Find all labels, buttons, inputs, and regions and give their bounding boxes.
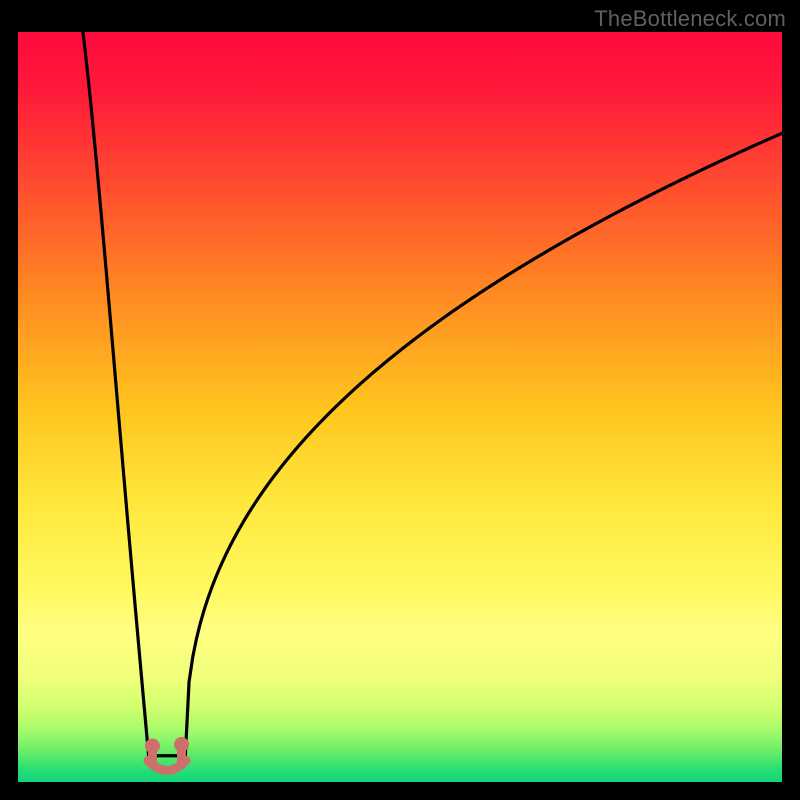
plot-svg bbox=[18, 32, 782, 782]
gradient-bg bbox=[18, 32, 782, 782]
plot-area bbox=[18, 32, 782, 782]
watermark-text: TheBottleneck.com bbox=[594, 6, 786, 32]
